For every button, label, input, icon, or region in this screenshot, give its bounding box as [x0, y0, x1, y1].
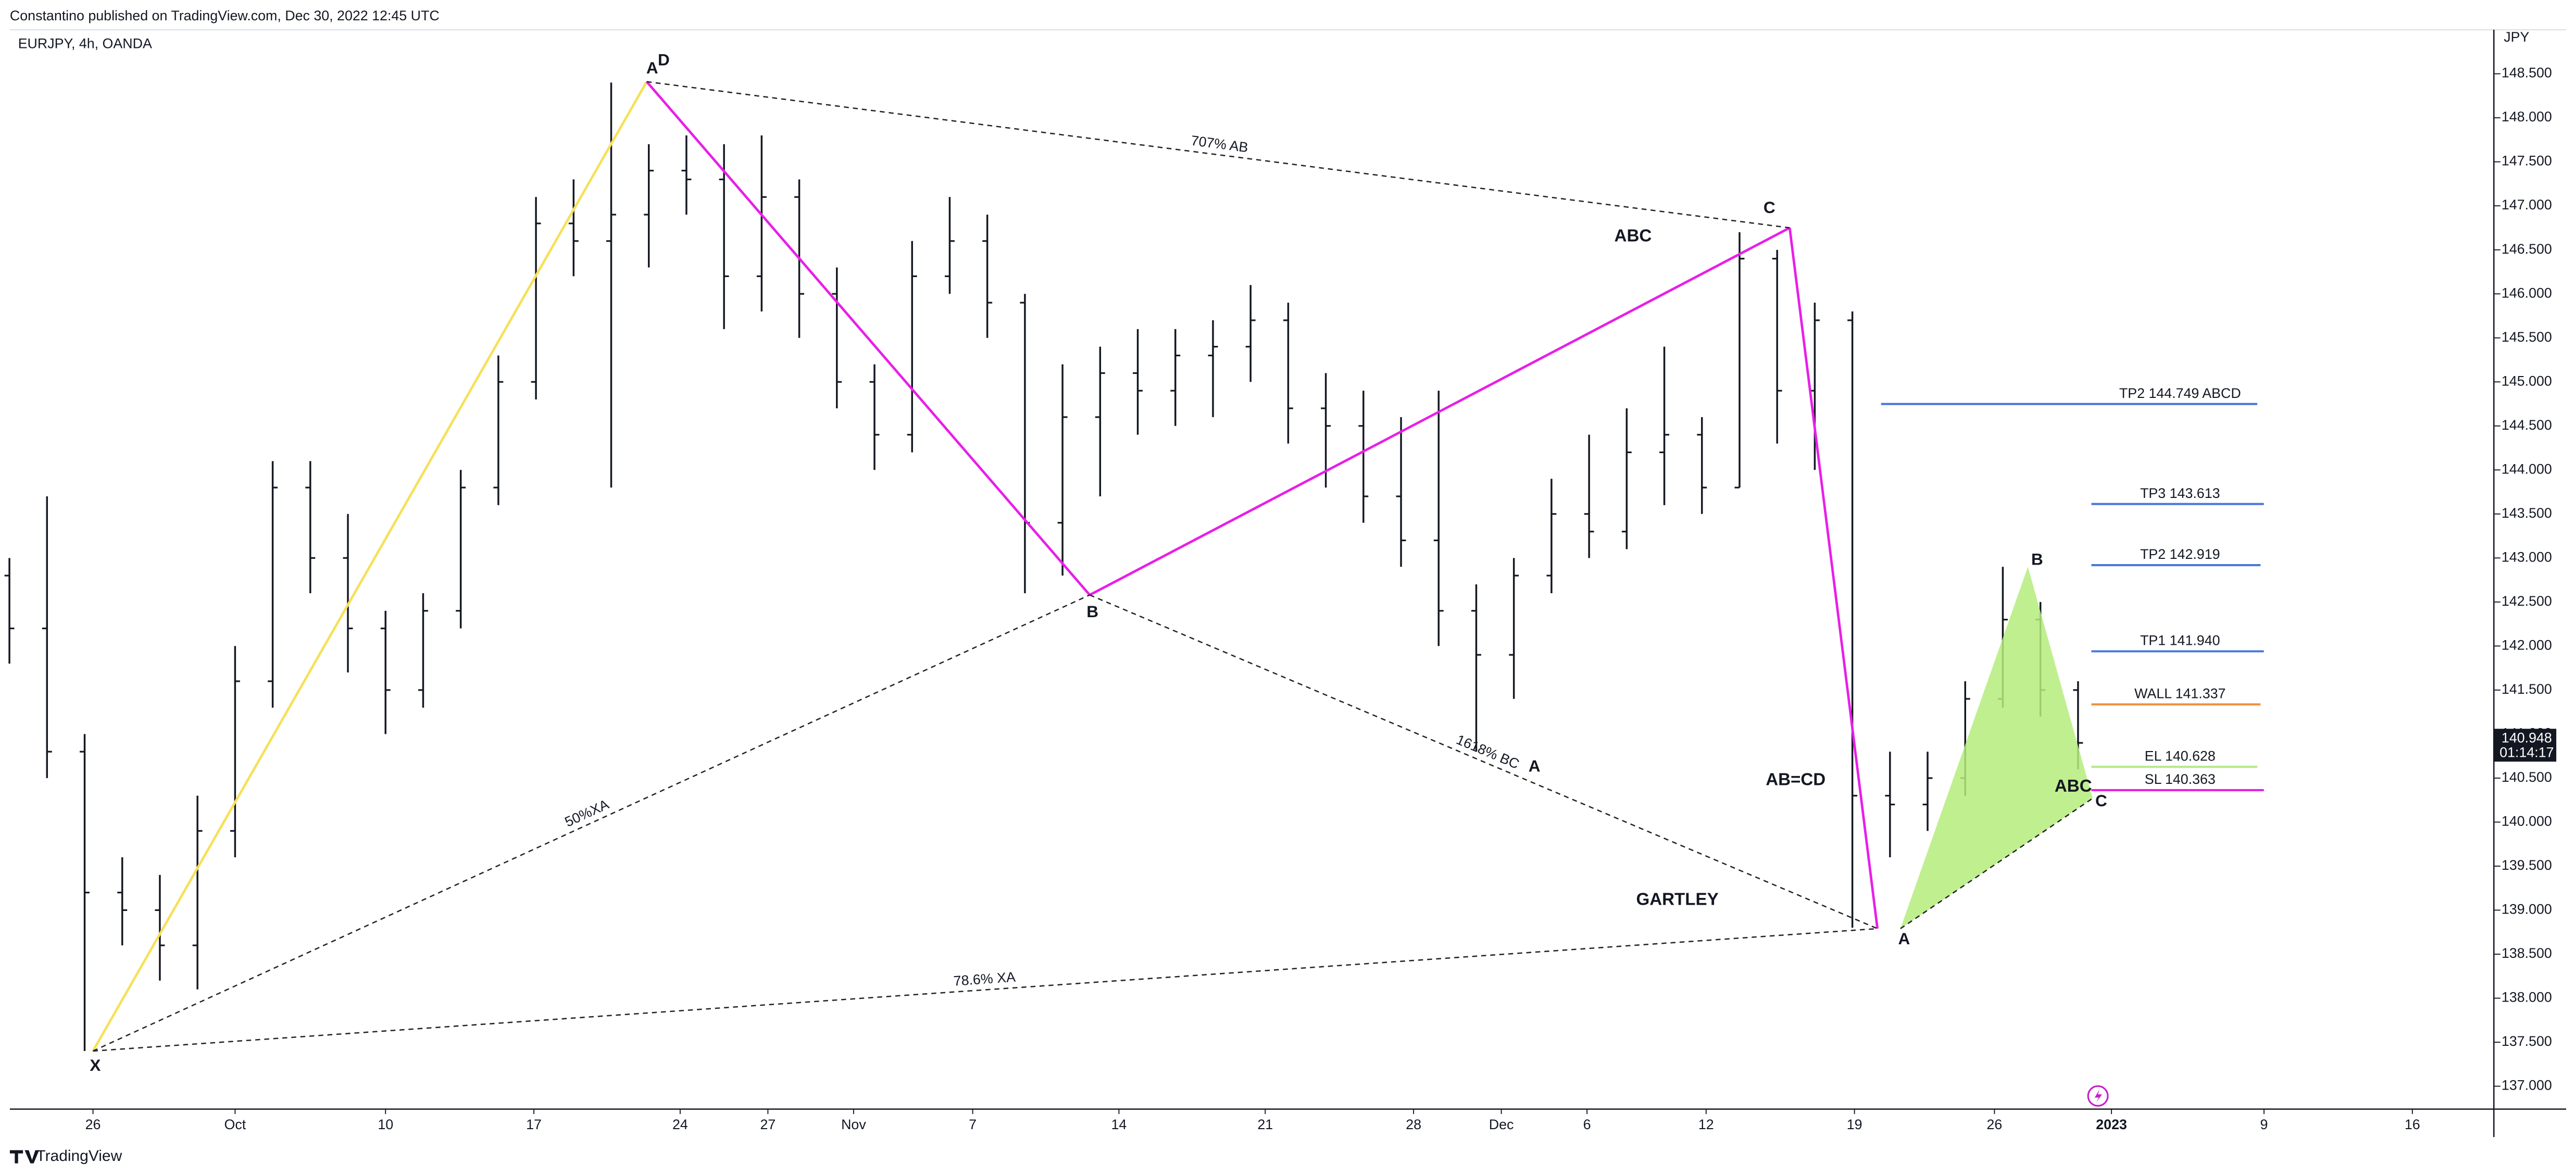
- y-tick-label: 138.000: [2502, 990, 2552, 1005]
- x-tick-label: 26: [1987, 1117, 2003, 1132]
- level-label: TP3 143.613: [2140, 485, 2220, 501]
- x-tick-label: 24: [672, 1117, 688, 1132]
- y-tick-label: 146.000: [2502, 285, 2552, 301]
- y-tick-label: 148.500: [2502, 65, 2552, 81]
- level-label: SL 140.363: [2145, 771, 2216, 787]
- x-tick-label: 12: [1698, 1117, 1714, 1132]
- pattern-line: [645, 81, 1091, 596]
- pattern-label: AB=CD: [1766, 770, 1825, 789]
- y-tick-label: 143.000: [2502, 549, 2552, 565]
- y-tick-label: 140.500: [2502, 769, 2552, 785]
- x-tick-label: 7: [969, 1117, 977, 1132]
- point-label: A: [1529, 757, 1541, 776]
- ratio-line: [1900, 797, 2093, 930]
- symbol: EURJPY, 4h, OANDA: [18, 36, 152, 52]
- y-tick-label: 143.500: [2502, 505, 2552, 521]
- x-tick-label: 21: [1257, 1117, 1273, 1132]
- point-label: A: [1898, 929, 1910, 948]
- currency: JPY: [2504, 29, 2529, 45]
- point-label: D: [658, 50, 670, 69]
- y-tick-label: 138.500: [2502, 945, 2552, 961]
- y-tick-label: 144.500: [2502, 417, 2552, 433]
- y-tick-label: 142.000: [2502, 637, 2552, 653]
- y-tick-label: 139.500: [2502, 857, 2552, 873]
- point-label: C: [1764, 198, 1775, 217]
- x-tick-label: 10: [378, 1117, 393, 1132]
- x-tick-label: Nov: [841, 1117, 866, 1132]
- x-tick-label: 28: [1406, 1117, 1421, 1132]
- y-tick-label: 146.500: [2502, 241, 2552, 257]
- bars: [4, 82, 2083, 1051]
- level-label: TP1 141.940: [2140, 633, 2220, 648]
- alert-icon[interactable]: [2087, 1085, 2109, 1107]
- logo-mark[interactable]: [9, 1150, 40, 1164]
- pattern-label: ABC: [1615, 226, 1652, 245]
- point-label: C: [2095, 791, 2107, 810]
- y-tick-label: 144.000: [2502, 461, 2552, 477]
- x-tick-label: 17: [526, 1117, 542, 1132]
- y-tick-label: 145.500: [2502, 329, 2552, 345]
- header: Constantino published on TradingView.com…: [10, 8, 440, 23]
- x-tick-label: 19: [1847, 1117, 1862, 1132]
- x-tick-label: 9: [2260, 1117, 2268, 1132]
- ratio-line: [646, 81, 1790, 229]
- x-tick-label: 26: [85, 1117, 101, 1132]
- y-tick-label: 137.000: [2502, 1078, 2552, 1093]
- point-label: B: [1086, 602, 1098, 621]
- pattern-labels: ABC AB=CD GARTLEY ABC: [1615, 226, 2092, 909]
- y-tick-label: 148.000: [2502, 109, 2552, 124]
- pattern-line: [92, 81, 648, 1052]
- price-tag: [2494, 729, 2557, 762]
- countdown: 01:14:17: [2499, 745, 2554, 760]
- logo[interactable]: TradingView: [9, 1147, 122, 1165]
- point-label: A: [646, 58, 658, 77]
- x-tick-label: Dec: [1489, 1117, 1514, 1132]
- y-tick-label: 145.000: [2502, 373, 2552, 389]
- y-tick-label: 140.000: [2502, 814, 2552, 829]
- point-labels: X A D B C A A B C: [90, 50, 2107, 1074]
- x-tick-label: 14: [1111, 1117, 1127, 1132]
- alert-circle[interactable]: [2087, 1085, 2109, 1107]
- x-tick-label: 2023: [2096, 1117, 2127, 1132]
- point-label: X: [90, 1056, 101, 1074]
- point-label: B: [2031, 549, 2043, 568]
- level-label: WALL 141.337: [2134, 686, 2225, 702]
- ratio-line: [1089, 594, 1878, 930]
- level-label: TP2 142.919: [2140, 546, 2220, 562]
- pattern-line: [1788, 228, 1879, 929]
- x-tick-label: 6: [1583, 1117, 1591, 1132]
- pattern-label: ABC: [2055, 777, 2092, 796]
- brand[interactable]: TradingView: [36, 1147, 122, 1165]
- level-label: TP2 144.749 ABCD: [2119, 385, 2241, 401]
- pattern-label: GARTLEY: [1636, 890, 1718, 909]
- ratio-line: [93, 594, 1090, 1052]
- y-tick-label: 137.500: [2502, 1033, 2552, 1049]
- y-tick-label: 139.000: [2502, 902, 2552, 917]
- y-tick-label: 147.500: [2502, 153, 2552, 169]
- y-tick-label: 147.000: [2502, 197, 2552, 213]
- x-tick-label: Oct: [224, 1117, 246, 1132]
- alert-bolt[interactable]: [2094, 1089, 2102, 1103]
- price-tag-label: 140.948: [2502, 730, 2552, 745]
- level-label: EL 140.628: [2145, 748, 2216, 764]
- pattern-line: [1089, 227, 1791, 596]
- y-tick-label: 142.500: [2502, 593, 2552, 609]
- x-tick-label: 16: [2405, 1117, 2420, 1132]
- pattern-fill: [1900, 567, 2093, 929]
- y-tick-label: 141.500: [2502, 681, 2552, 697]
- x-tick-label: 27: [760, 1117, 776, 1132]
